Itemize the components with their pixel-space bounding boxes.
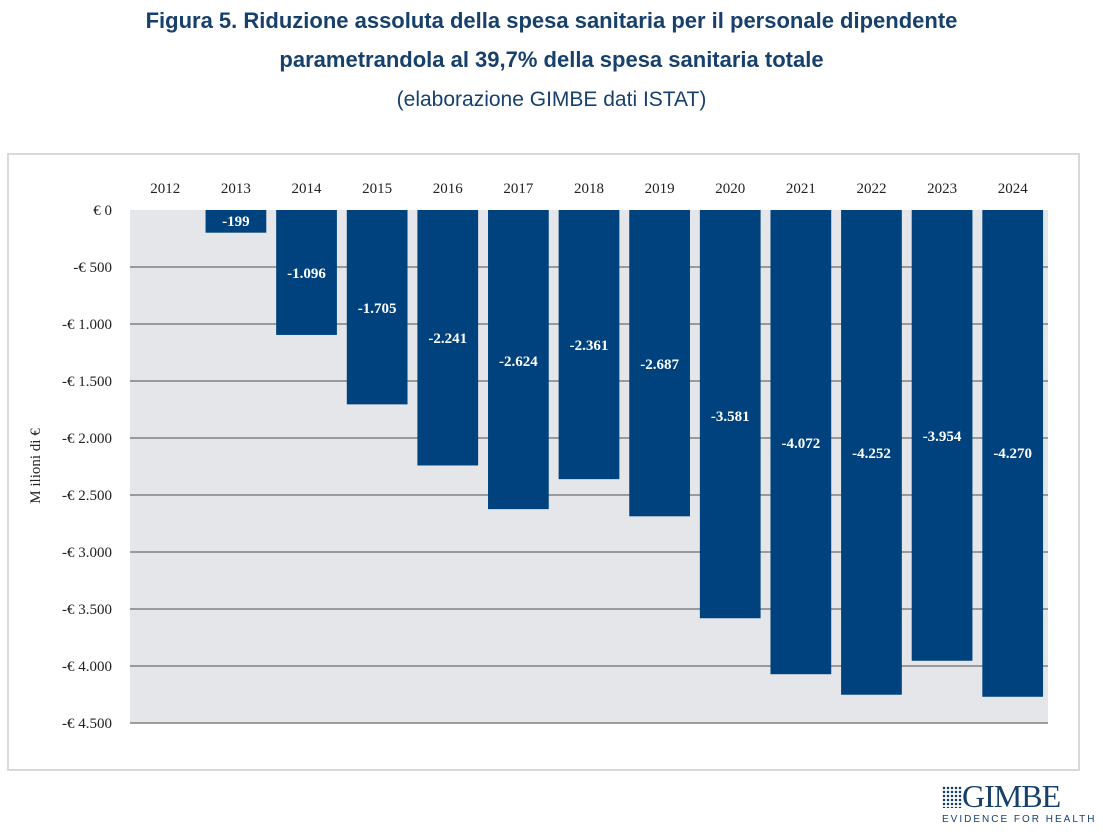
y-axis-label: M ilioni di € (28, 428, 44, 504)
category-label: 2015 (362, 181, 392, 197)
data-label: -2.241 (428, 331, 467, 347)
bar (841, 210, 902, 695)
gimbe-logo: GIMBE EVIDENCE FOR HEALTH (940, 778, 1095, 830)
bar (911, 210, 973, 661)
bar (770, 210, 832, 675)
data-label: -2.624 (499, 354, 538, 370)
category-label: 2014 (292, 181, 323, 197)
logo-name: GIMBE (962, 778, 1061, 814)
y-axis-ticks: € 0 -€ 500 -€ 1.000 -€ 1.500 -€ 2.000 -€ 2.50… (62, 203, 112, 732)
y-tick-label: -€ 2.000 (62, 431, 112, 447)
y-tick-label: € 0 (93, 203, 112, 219)
logo-grid-icon (942, 786, 962, 808)
y-tick-label: -€ 4.000 (62, 659, 112, 675)
y-tick-label: -€ 3.000 (62, 545, 112, 561)
y-tick-label: -€ 4.500 (62, 716, 112, 732)
category-label: 2022 (856, 181, 886, 197)
chart-subtitle: (elaborazione GIMBE dati ISTAT) (396, 88, 707, 111)
data-labels: -199 -1.096 -1.705 -2.241 -2.624 -2.361 -2.687… (222, 214, 1032, 462)
data-label: -2.687 (640, 357, 679, 373)
data-label: -4.072 (781, 436, 820, 452)
data-label: -3.581 (711, 409, 750, 425)
bar (558, 210, 620, 480)
data-label: -2.361 (570, 338, 609, 354)
bar (629, 210, 690, 517)
data-label: -1.705 (358, 301, 397, 317)
chart-title-line2: parametrandola al 39,7% della spesa sani… (279, 47, 824, 72)
bar (276, 210, 337, 335)
x-axis-categories: 2012 2013 2014 2015 2016 2017 2018 2019 2020 2021… (150, 181, 1028, 197)
y-tick-label: -€ 3.500 (62, 602, 112, 618)
category-label: 2021 (786, 181, 816, 197)
category-label: 2017 (503, 181, 534, 197)
y-tick-label: -€ 1.500 (62, 374, 112, 390)
bar (417, 210, 479, 466)
data-label: -1.096 (287, 266, 326, 282)
category-label: 2012 (150, 181, 180, 197)
category-label: 2013 (221, 181, 251, 197)
bar (346, 210, 408, 405)
category-label: 2019 (645, 181, 675, 197)
category-label: 2018 (574, 181, 604, 197)
bar (982, 210, 1044, 697)
category-label: 2024 (998, 181, 1029, 197)
logo-tagline: EVIDENCE FOR HEALTH (942, 814, 1097, 825)
category-label: 2016 (433, 181, 464, 197)
bars (205, 210, 1044, 697)
category-label: 2020 (715, 181, 745, 197)
y-tick-label: -€ 2.500 (62, 488, 112, 504)
y-tick-label: -€ 500 (73, 260, 112, 276)
data-label: -199 (222, 214, 250, 230)
data-label: -4.252 (852, 446, 891, 462)
bar (205, 210, 267, 233)
chart-title-line1: Figura 5. Riduzione assoluta della spesa… (145, 8, 958, 33)
data-label: -3.954 (923, 429, 962, 445)
bar (488, 210, 549, 510)
bar (699, 210, 761, 619)
data-label: -4.270 (993, 446, 1032, 462)
y-tick-label: -€ 1.000 (62, 317, 112, 333)
category-label: 2023 (927, 181, 957, 197)
